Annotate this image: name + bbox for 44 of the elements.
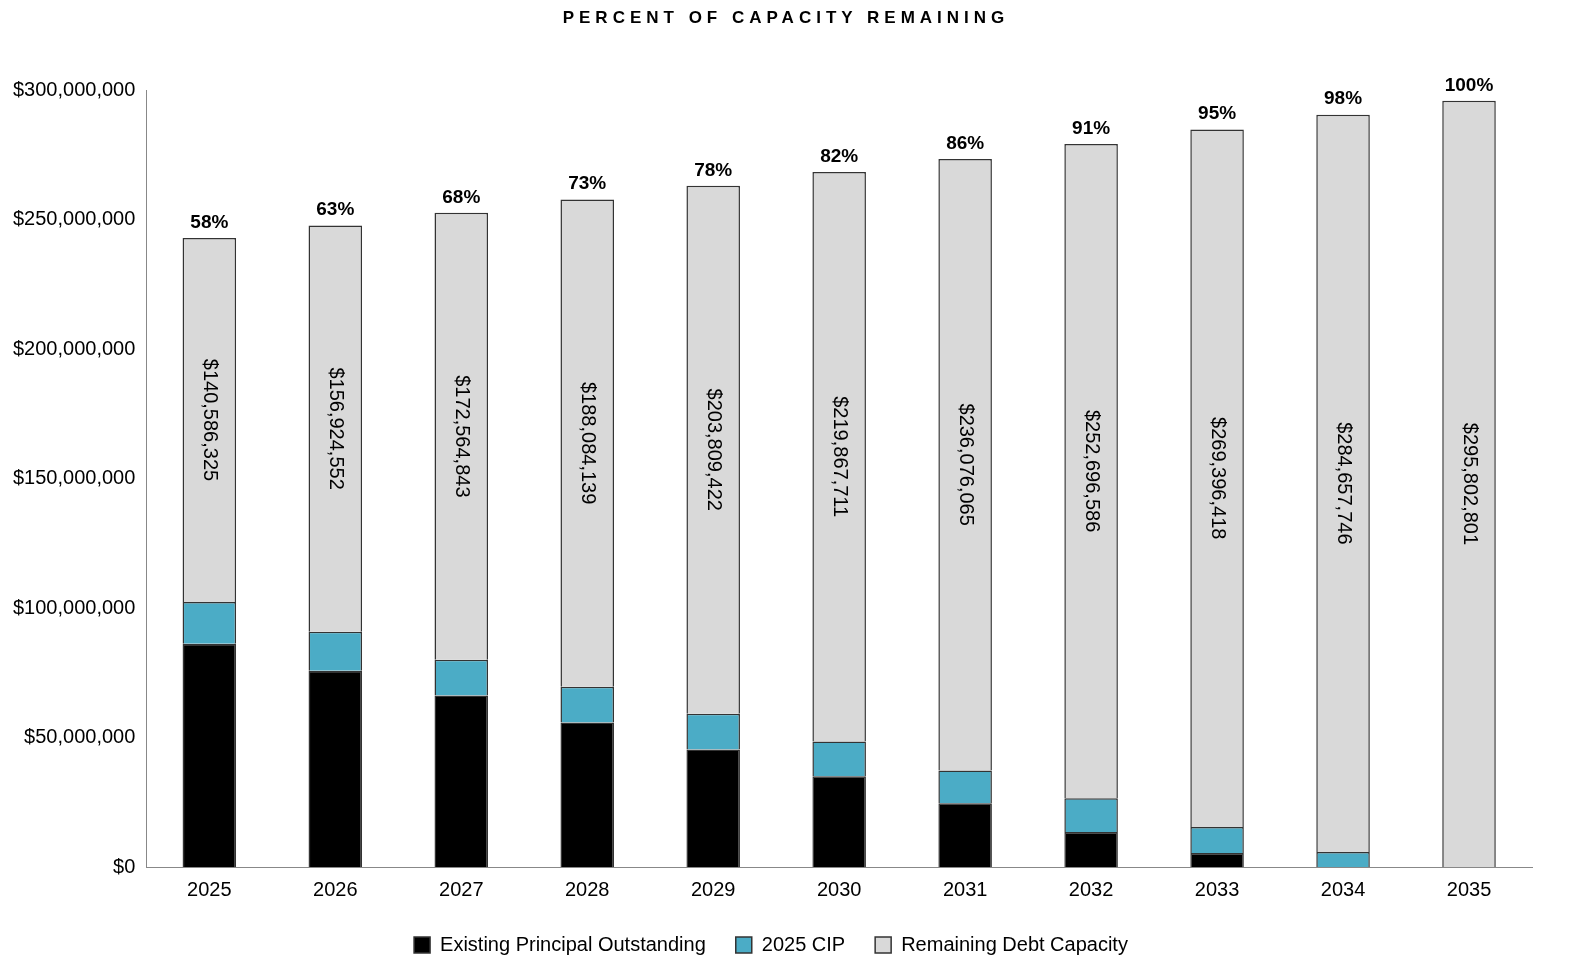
data-label: $203,809,422	[703, 388, 726, 511]
annotation: 78%	[694, 158, 733, 180]
data-label: $156,924,552	[325, 367, 348, 490]
legend-label: Remaining Debt Capacity	[901, 932, 1128, 955]
data-label: $295,802,801	[1459, 422, 1482, 546]
legend-label: 2025 CIP	[761, 932, 846, 955]
y-tick-label: $250,000,000	[13, 207, 136, 230]
data-label: $140,586,325	[199, 358, 222, 482]
x-tick-label: 2028	[564, 877, 610, 900]
x-tick-label: 2031	[942, 877, 988, 900]
y-tick-label: $50,000,000	[24, 725, 136, 748]
x-tick-label: 2035	[1446, 877, 1492, 900]
annotation: 91%	[1072, 116, 1111, 138]
annotation: 73%	[568, 172, 607, 194]
chart-title: PERCENT OF CAPACITY REMAINING	[561, 8, 1011, 29]
data-label: $284,657,746	[1333, 422, 1356, 545]
y-tick-label: $100,000,000	[13, 595, 136, 618]
x-tick-label: 2030	[816, 877, 862, 900]
y-tick-label: $200,000,000	[13, 336, 136, 359]
y-tick-label: $0	[113, 854, 136, 877]
data-label: $219,867,711	[829, 396, 852, 518]
y-tick-label: $300,000,000	[13, 77, 136, 100]
annotation: 63%	[316, 198, 355, 220]
legend-label: Existing Principal Outstanding	[440, 932, 706, 955]
x-tick-label: 2029	[690, 877, 736, 900]
annotation: 98%	[1324, 87, 1363, 109]
x-tick-label: 2027	[439, 877, 484, 900]
x-tick-label: 2033	[1194, 877, 1240, 900]
x-tick-label: 2032	[1068, 877, 1114, 900]
data-label: $236,076,065	[955, 403, 978, 526]
annotation: 68%	[442, 185, 481, 207]
annotation: 100%	[1444, 73, 1494, 95]
x-tick-label: 2025	[187, 877, 232, 900]
y-tick-label: $150,000,000	[13, 466, 136, 489]
data-label: $188,084,139	[577, 382, 600, 505]
annotation: 58%	[190, 210, 229, 232]
annotation: 86%	[946, 131, 985, 153]
x-tick-label: 2026	[313, 877, 358, 900]
data-label: $269,396,418	[1207, 417, 1230, 540]
annotation: 95%	[1198, 102, 1237, 124]
data-label: $172,564,843	[451, 375, 474, 498]
annotation: 82%	[820, 144, 859, 166]
data-label: $252,696,586	[1081, 409, 1104, 533]
x-tick-label: 2034	[1320, 877, 1366, 900]
